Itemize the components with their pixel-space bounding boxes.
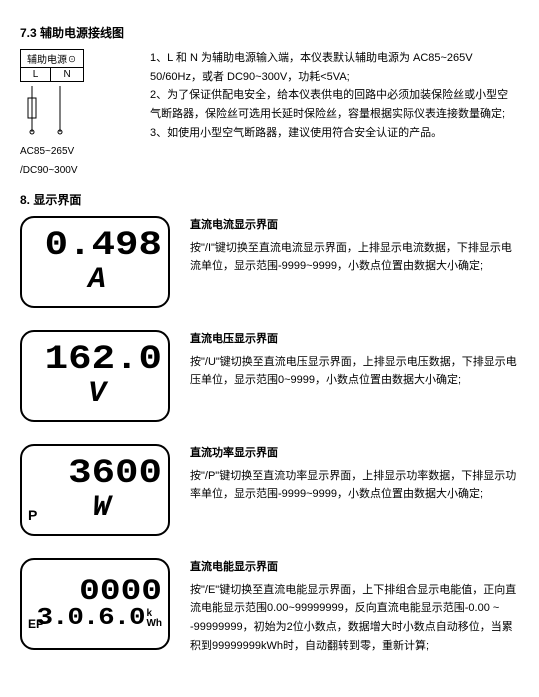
screen-power-title: 直流功率显示界面 bbox=[190, 444, 519, 463]
aux-L-cell: L bbox=[21, 68, 51, 82]
lcd-energy-wh: Wh bbox=[146, 619, 162, 629]
screen-energy-desc: 直流电能显示界面 按"/E"键切换至直流电能显示界面，上下排组合显示电能值，正向… bbox=[190, 558, 519, 655]
section-7-3-notes: 1、L 和 N 为辅助电源输入端，本仪表默认辅助电源为 AC85~265V 50… bbox=[150, 49, 519, 142]
aux-voltage-label-2: /DC90~300V bbox=[20, 164, 150, 177]
note-3: 3、如使用小型空气断路器，建议使用符合安全认证的产品。 bbox=[150, 124, 519, 143]
lcd-voltage: 162.0 V bbox=[20, 330, 190, 422]
lcd-current-unit: A bbox=[32, 265, 162, 295]
screen-energy-body: 按"/E"键切换至直流电能显示界面，上下排组合显示电能值，正向直流电能显示范围0… bbox=[190, 581, 519, 656]
screen-energy-row: 0000 EP 3.0.6.0 k Wh 直流电能显示界面 按"/E"键切换至直… bbox=[20, 558, 519, 655]
screen-current-title: 直流电流显示界面 bbox=[190, 216, 519, 235]
lcd-energy-bottom: 3.0.6.0 bbox=[34, 607, 145, 631]
screen-power-row: 3600 P W 直流功率显示界面 按"/P"键切换至直流功率显示界面，上排显示… bbox=[20, 444, 519, 536]
screen-current-row: 0.498 A 直流电流显示界面 按"/I"键切换至直流电流显示界面，上排显示电… bbox=[20, 216, 519, 308]
note-2: 2、为了保证供配电安全，给本仪表供电的回路中必须加装保险丝或小型空气断路器，保险… bbox=[150, 86, 519, 123]
lcd-power-leftlabel: P bbox=[28, 507, 37, 523]
section-7-3-title: 7.3 辅助电源接线图 bbox=[20, 24, 519, 41]
screen-power-body: 按"/P"键切换至直流功率显示界面，上排显示功率数据，下排显示功率单位，显示范围… bbox=[190, 467, 519, 504]
screen-power-desc: 直流功率显示界面 按"/P"键切换至直流功率显示界面，上排显示功率数据，下排显示… bbox=[190, 444, 519, 504]
fuse-diagram-icon bbox=[20, 86, 80, 136]
screen-current-desc: 直流电流显示界面 按"/I"键切换至直流电流显示界面，上排显示电流数据，下排显示… bbox=[190, 216, 519, 276]
lcd-energy-top: 0000 bbox=[8, 577, 162, 607]
screen-voltage-body: 按"/U"键切换至直流电压显示界面，上排显示电压数据，下排显示电压单位，显示范围… bbox=[190, 353, 519, 390]
screen-voltage-row: 162.0 V 直流电压显示界面 按"/U"键切换至直流电压显示界面，上排显示电… bbox=[20, 330, 519, 422]
lcd-current-reading: 0.498 bbox=[8, 229, 162, 263]
aux-N-cell: N bbox=[51, 68, 84, 82]
screen-energy-title: 直流电能显示界面 bbox=[190, 558, 519, 577]
lcd-power: 3600 P W bbox=[20, 444, 190, 536]
lcd-power-reading: 3600 bbox=[8, 457, 162, 491]
aux-power-diagram: 辅助电源☉ L N AC85~265V /DC90~300V bbox=[20, 49, 150, 177]
aux-power-table: 辅助电源☉ L N bbox=[20, 49, 84, 82]
section-7-3-row: 辅助电源☉ L N AC85~265V /DC90~300V 1、L 和 N 为… bbox=[20, 49, 519, 177]
screen-voltage-title: 直流电压显示界面 bbox=[190, 330, 519, 349]
lcd-voltage-reading: 162.0 bbox=[8, 343, 162, 377]
lcd-energy: 0000 EP 3.0.6.0 k Wh bbox=[20, 558, 190, 650]
screen-current-body: 按"/I"键切换至直流电流显示界面，上排显示电流数据，下排显示电流单位，显示范围… bbox=[190, 239, 519, 276]
aux-table-header: 辅助电源☉ bbox=[21, 50, 84, 68]
note-1: 1、L 和 N 为辅助电源输入端，本仪表默认辅助电源为 AC85~265V 50… bbox=[150, 49, 519, 86]
aux-voltage-label-1: AC85~265V bbox=[20, 145, 150, 158]
screen-voltage-desc: 直流电压显示界面 按"/U"键切换至直流电压显示界面，上排显示电压数据，下排显示… bbox=[190, 330, 519, 390]
lcd-voltage-unit: V bbox=[32, 379, 162, 409]
lcd-power-unit: W bbox=[41, 493, 162, 523]
section-8-title: 8. 显示界面 bbox=[20, 191, 519, 208]
lcd-current: 0.498 A bbox=[20, 216, 190, 308]
